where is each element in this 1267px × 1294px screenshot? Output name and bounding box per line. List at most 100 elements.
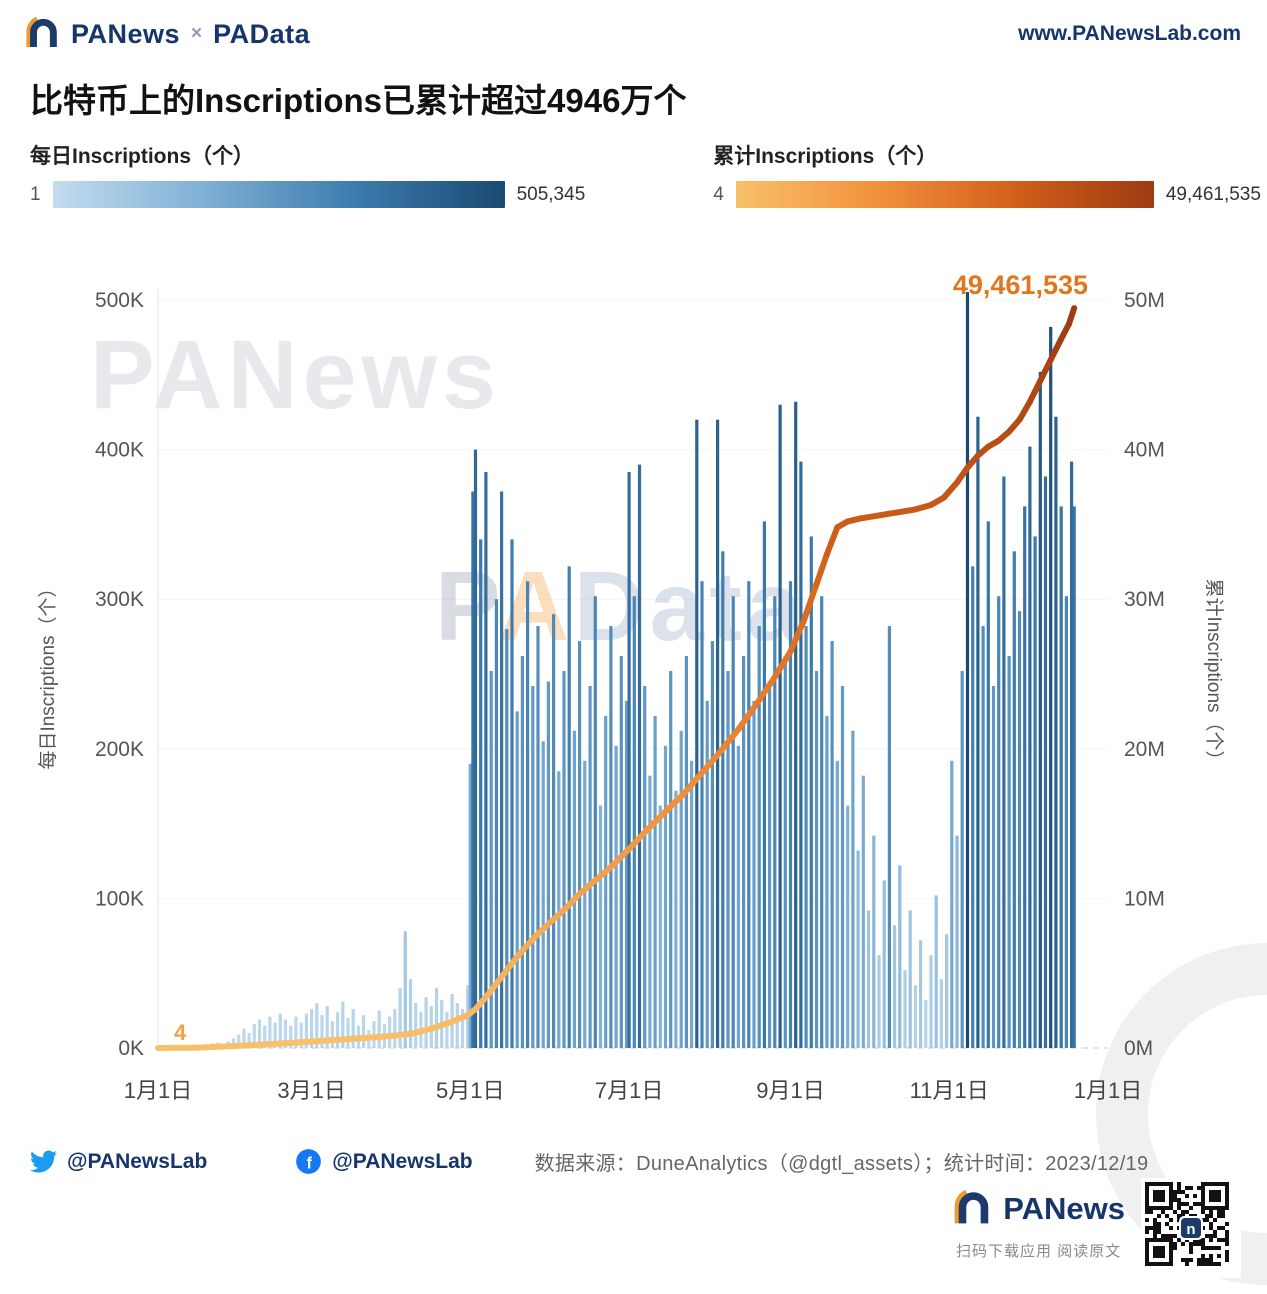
bar	[679, 730, 683, 1048]
bar	[1002, 476, 1006, 1048]
bar	[614, 745, 618, 1048]
bar	[552, 614, 556, 1048]
bar	[820, 596, 824, 1048]
bar	[1012, 551, 1016, 1048]
bar	[330, 1021, 334, 1048]
bar	[945, 934, 949, 1048]
legend-cumulative-min: 4	[713, 183, 724, 205]
bar	[403, 931, 407, 1048]
bar	[546, 681, 550, 1048]
brand-separator: ×	[191, 23, 203, 44]
bar	[903, 970, 907, 1048]
x-axis-tick: 5月1日	[436, 1078, 504, 1103]
bar	[934, 895, 938, 1048]
bar	[814, 671, 819, 1048]
bar	[526, 581, 530, 1048]
bar	[294, 1016, 298, 1048]
footer-brand-name: PANews	[1003, 1191, 1125, 1226]
bar	[536, 626, 540, 1048]
bar	[471, 491, 475, 1048]
bar	[825, 715, 829, 1048]
chart-area: PANews PAData 49,461,535 4 0K 100K 200K 300K 400…	[0, 248, 1267, 1114]
left-axis-tick: 200K	[95, 738, 144, 761]
bar	[434, 988, 439, 1048]
bar	[742, 656, 746, 1048]
bar	[388, 1016, 392, 1048]
bar	[315, 1003, 319, 1048]
bar	[674, 790, 678, 1048]
website-link[interactable]: www.PANewsLab.com	[1018, 22, 1241, 45]
bar	[578, 641, 582, 1048]
left-axis-tick: 400K	[95, 439, 144, 462]
bar	[924, 1000, 928, 1048]
bar	[965, 292, 970, 1048]
page-title: 比特币上的Inscriptions已累计超过4946万个	[30, 82, 687, 119]
bar	[783, 656, 787, 1048]
bar	[619, 656, 623, 1048]
legend-daily-min: 1	[30, 183, 41, 205]
annotation-final-value: 49,461,535	[953, 270, 1088, 300]
legend-gradient-cumulative	[735, 181, 1154, 208]
bar	[479, 539, 483, 1048]
bar	[971, 566, 975, 1048]
bar	[700, 581, 704, 1048]
bar	[1070, 461, 1074, 1049]
bar	[593, 596, 597, 1048]
bar	[414, 1003, 418, 1048]
bar	[726, 671, 730, 1048]
bar	[1054, 416, 1058, 1048]
bar	[846, 805, 850, 1048]
bar	[747, 581, 751, 1048]
bar	[690, 760, 694, 1048]
bar	[531, 686, 535, 1048]
right-axis-title: 累计Inscriptions（个）	[1203, 578, 1225, 769]
bar	[1059, 506, 1063, 1048]
bar	[1033, 536, 1037, 1048]
right-axis-tick: 20M	[1124, 738, 1165, 761]
bar	[320, 1015, 324, 1048]
bar	[598, 805, 603, 1048]
facebook-icon: f	[296, 1149, 322, 1174]
right-axis-tick: 10M	[1124, 887, 1165, 910]
bar	[669, 671, 673, 1048]
bar	[840, 686, 845, 1048]
legend-daily-max: 505,345	[516, 183, 586, 205]
x-axis-tick: 7月1日	[595, 1078, 663, 1103]
bar	[505, 629, 509, 1048]
twitter-account[interactable]: @PANewsLab	[30, 1148, 207, 1175]
bar	[484, 472, 488, 1048]
bar	[445, 1012, 449, 1048]
bar	[705, 700, 709, 1048]
legend-daily-label: 每日Inscriptions（个）	[30, 145, 255, 168]
facebook-account[interactable]: f @PANewsLab	[295, 1148, 473, 1175]
bar	[856, 850, 860, 1048]
panews-logo-icon	[954, 1189, 989, 1224]
bar	[710, 641, 714, 1048]
bar	[721, 551, 725, 1048]
bar	[939, 979, 943, 1048]
bar	[799, 461, 803, 1049]
legend-cumulative-label: 累计Inscriptions（个）	[713, 145, 938, 168]
bar	[1064, 596, 1068, 1048]
bar	[1007, 656, 1011, 1048]
footer-brand-block: PANews 扫码下载应用 阅读原文 n	[952, 1178, 1241, 1278]
x-axis-tick: 1月1日	[1074, 1078, 1142, 1103]
legend-cumulative-max: 49,461,535	[1165, 183, 1261, 205]
bar	[299, 1022, 303, 1048]
bar	[986, 521, 990, 1048]
bar	[976, 416, 980, 1048]
left-axis-tick: 500K	[95, 289, 144, 312]
bar	[887, 626, 891, 1048]
panews-logo-icon	[26, 16, 57, 47]
legends: 每日Inscriptions（个） 1 505,345 累计Inscriptio…	[30, 140, 1261, 208]
brand-primary: PANews	[71, 18, 181, 49]
svg-text:n: n	[1186, 1221, 1195, 1238]
bar	[851, 730, 855, 1048]
data-source-note: 数据来源：DuneAnalytics（@dgtl_assets）；统计时间：20…	[534, 1153, 1149, 1175]
qr-code: n	[1141, 1178, 1241, 1278]
bar	[408, 979, 413, 1048]
bar	[336, 1012, 340, 1048]
bar	[684, 656, 688, 1048]
bar	[377, 1010, 381, 1048]
bar	[398, 988, 402, 1048]
